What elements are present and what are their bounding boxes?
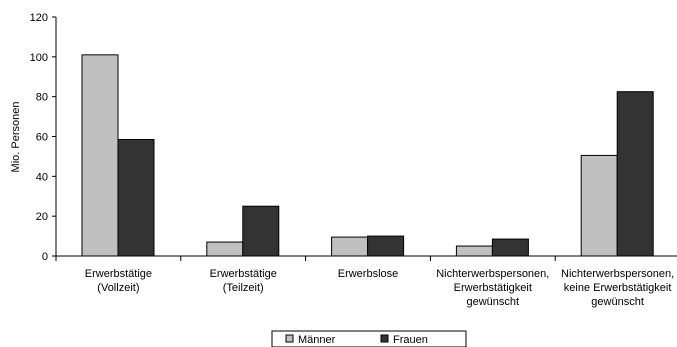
x-category-label: gewünscht [591,296,644,308]
x-category-label: Erwerbstätige [85,268,152,280]
bar [455,245,493,257]
bar [117,138,155,257]
y-tick-label: 80 [36,92,48,104]
x-category-label: (Teilzeit) [223,282,264,294]
category-labels: Erwerbstätige (Vollzeit) Erwerbstätige (Tei… [85,268,674,308]
y-tick-label: 120 [30,12,48,24]
bar [81,54,119,257]
y-tick-label: 0 [42,251,48,263]
legend-label: Männer [298,334,336,346]
bar [242,205,280,257]
x-category-label: Erwerbslose [338,268,399,280]
legend: Männer Frauen [271,330,467,347]
legend-box [271,330,467,347]
bar [491,238,529,257]
y-tick-label: 20 [36,211,48,223]
bar [616,91,654,257]
x-category-label: Nichterwerbspersonen, [436,268,549,280]
x-category-label: Nichterwerbspersonen, [561,268,674,280]
y-tick-label: 40 [36,171,48,183]
x-category-label: Erwerbstätige [210,268,277,280]
bar [580,154,618,257]
y-tick-label: 100 [30,52,48,64]
x-axis [55,255,677,261]
legend-swatch [380,334,389,343]
y-axis-title: Mio. Personen [10,102,22,173]
x-category-label: Erwerbstätigkeit [454,282,532,294]
x-category-label: (Vollzeit) [97,282,139,294]
bar [331,236,369,257]
x-category-label: gewünscht [467,296,520,308]
legend-label: Frauen [393,334,428,346]
y-axis: 0 20 40 60 80 100 120 [30,12,57,263]
y-tick-label: 60 [36,132,48,144]
legend-swatch [285,334,294,343]
x-category-label: keine Erwerbstätigkeit [564,282,672,294]
bar [367,235,405,257]
bars [81,54,654,257]
bar [206,241,244,257]
